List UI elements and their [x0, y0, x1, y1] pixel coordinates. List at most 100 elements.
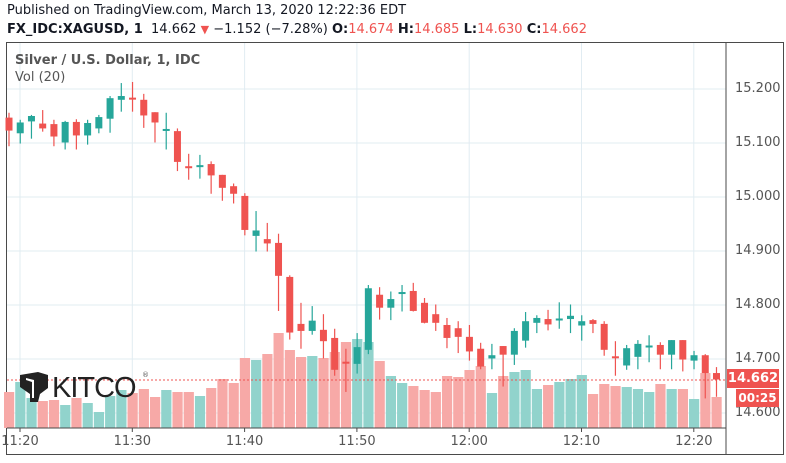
volume-bar [37, 401, 48, 428]
open-value: 14.674 [348, 22, 394, 37]
volume-bar [116, 390, 127, 428]
candle-up [196, 165, 204, 168]
kitco-logo-text: KITCO [52, 372, 136, 404]
candle-up [510, 330, 518, 355]
open-label: O: [331, 22, 349, 37]
volume-bar [700, 373, 711, 428]
volume-bar [307, 356, 318, 428]
candle-down [432, 314, 440, 323]
symbol-legend: FX_IDC:XAGUSD, 1 14.662 ▼ −1.152 (−7.28%… [7, 22, 587, 37]
close-value: 14.662 [541, 22, 587, 37]
bar-countdown: 00:25 [736, 389, 779, 407]
volume-bar [565, 379, 576, 428]
volume-bar [15, 382, 26, 428]
chart-title: Silver / U.S. Dollar, 1, IDC [15, 53, 201, 68]
volume-bar [408, 386, 419, 428]
volume-bar [419, 390, 430, 428]
low-label: L: [463, 22, 478, 37]
candle-up [634, 343, 642, 357]
time-tick-label: 12:00 [450, 434, 488, 449]
volume-bar [587, 394, 599, 428]
candle-down [421, 302, 429, 323]
candle-down [600, 323, 608, 350]
candle-down [297, 323, 305, 331]
candle-down [499, 346, 507, 355]
price-tick-label: 15.100 [735, 135, 781, 150]
volume-bar [498, 376, 509, 428]
volume-bar [486, 393, 498, 428]
last-price-tag: 14.662 [727, 369, 779, 388]
volume-bar [655, 384, 666, 428]
time-tick-label: 11:40 [225, 434, 264, 449]
candle-down [342, 361, 350, 364]
volume-bar [441, 376, 453, 428]
time-tick-label: 12:10 [562, 434, 601, 449]
volume-bar [543, 385, 554, 428]
candle-up [690, 355, 698, 361]
time-tick-label: 11:20 [1, 434, 39, 449]
volume-bar [4, 392, 15, 428]
volume-bar [26, 398, 37, 428]
volume-bar [217, 379, 228, 428]
candle-up [61, 121, 69, 143]
volume-bar [127, 393, 138, 428]
candle-up [95, 117, 103, 129]
candle-up [488, 355, 496, 359]
volume-bar [576, 375, 587, 428]
candle-up [84, 123, 92, 136]
candle-up [353, 347, 361, 364]
candle-down [477, 348, 485, 367]
price-change: −1.152 (−7.28%) [213, 22, 328, 37]
candle-up [106, 98, 114, 119]
volume-bar [666, 389, 677, 428]
volume-bar [172, 392, 183, 428]
candle-up [645, 345, 653, 348]
volume-bar [105, 396, 116, 428]
candle-up [623, 348, 631, 366]
time-tick-label: 12:20 [675, 434, 713, 449]
volume-bar [161, 390, 172, 428]
candle-down [263, 239, 271, 244]
volume-bar [262, 354, 273, 428]
volume-indicator-label[interactable]: Vol (20) [15, 70, 66, 85]
price-tick-label: 14.600 [735, 405, 781, 420]
candle-up [668, 340, 676, 355]
volume-bar [475, 366, 486, 428]
candle-down [465, 336, 473, 352]
candle-down [275, 242, 283, 276]
candle-up [522, 321, 530, 341]
candle-down [218, 174, 226, 188]
volume-bar [464, 370, 475, 428]
chart-frame[interactable] [6, 42, 784, 455]
volume-bar [48, 400, 60, 428]
volume-bar [531, 389, 543, 428]
candle-up [364, 288, 372, 350]
high-label: H: [397, 22, 414, 37]
candle-down [50, 124, 58, 137]
candle-down [207, 164, 215, 176]
candle-down [286, 276, 294, 333]
volume-bar [632, 389, 644, 428]
volume-bar [206, 388, 217, 428]
volume-bar [82, 403, 93, 428]
candle-down [589, 320, 597, 324]
volume-bar [397, 383, 408, 428]
volume-bar [599, 384, 610, 428]
candle-down [5, 117, 13, 131]
volume-bar [385, 376, 397, 428]
volume-bar [71, 398, 82, 428]
candle-up [117, 96, 125, 100]
candle-down [129, 97, 137, 100]
price-tick-label: 15.200 [735, 81, 781, 96]
candle-down [544, 319, 552, 325]
volume-bar [430, 392, 441, 428]
candle-down [454, 328, 462, 337]
candle-down [679, 340, 687, 360]
time-tick-label: 11:50 [338, 434, 376, 449]
symbol-name: FX_IDC:XAGUSD, 1 [7, 22, 143, 37]
volume-bar [509, 372, 520, 428]
candle-down [331, 337, 339, 370]
volume-bar [677, 389, 688, 428]
volume-bar [228, 383, 239, 428]
